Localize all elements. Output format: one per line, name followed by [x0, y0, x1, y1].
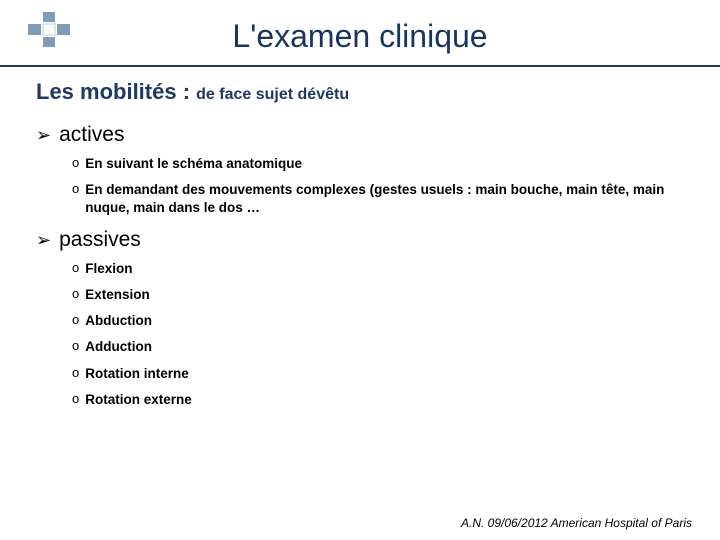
content: ➢ actives o En suivant le schéma anatomi… — [0, 123, 720, 409]
list-item: o Adduction — [72, 338, 684, 356]
section-label: passives — [59, 228, 141, 252]
section-actives: ➢ actives — [36, 123, 684, 147]
bullet-icon: o — [72, 286, 79, 303]
list-item-text: Rotation interne — [85, 365, 189, 383]
list-item: o En demandant des mouvements complexes … — [72, 181, 684, 217]
list-item: o Extension — [72, 286, 684, 304]
section-label: actives — [59, 123, 124, 147]
list-item-text: Adduction — [85, 338, 152, 356]
bullet-icon: o — [72, 155, 79, 172]
list-item: o Rotation externe — [72, 391, 684, 409]
list-item-text: Rotation externe — [85, 391, 192, 409]
bullet-icon: o — [72, 338, 79, 355]
subtitle: Les mobilités : de face sujet dévêtu — [0, 67, 720, 113]
subtitle-main: Les mobilités : — [36, 79, 196, 104]
footer-text: A.N. 09/06/2012 American Hospital of Par… — [461, 516, 692, 530]
list-item-text: Extension — [85, 286, 150, 304]
bullet-icon: o — [72, 260, 79, 277]
bullet-icon: o — [72, 391, 79, 408]
list-item: o En suivant le schéma anatomique — [72, 155, 684, 173]
arrow-icon: ➢ — [36, 231, 51, 249]
page-title: L'examen clinique — [0, 0, 720, 65]
bullet-icon: o — [72, 181, 79, 198]
list-item-text: En suivant le schéma anatomique — [85, 155, 302, 173]
list-item: o Flexion — [72, 260, 684, 278]
list-item: o Abduction — [72, 312, 684, 330]
bullet-icon: o — [72, 365, 79, 382]
arrow-icon: ➢ — [36, 126, 51, 144]
bullet-icon: o — [72, 312, 79, 329]
logo-icon — [28, 12, 70, 48]
list-item-text: Flexion — [85, 260, 132, 278]
subtitle-detail: de face sujet dévêtu — [196, 86, 349, 103]
list-item: o Rotation interne — [72, 365, 684, 383]
list-item-text: Abduction — [85, 312, 152, 330]
section-passives: ➢ passives — [36, 228, 684, 252]
list-item-text: En demandant des mouvements complexes (g… — [85, 181, 684, 217]
